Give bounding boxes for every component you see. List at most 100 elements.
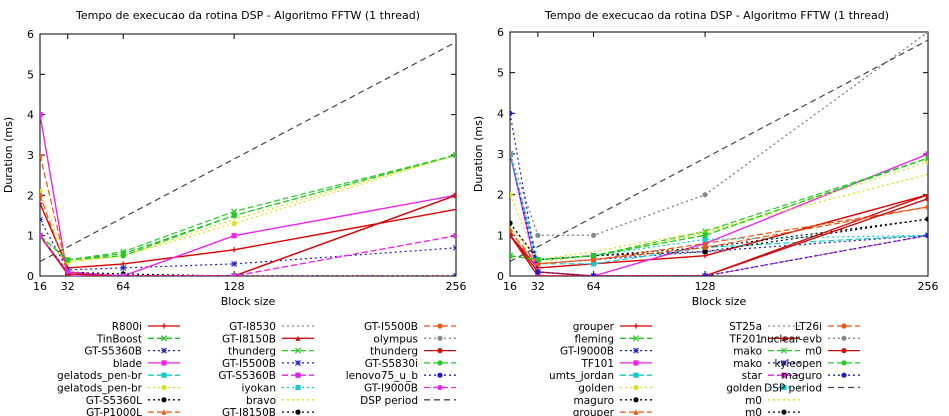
data-point bbox=[702, 232, 708, 238]
data-point bbox=[40, 188, 43, 194]
data-point bbox=[120, 264, 127, 271]
legend-marker bbox=[161, 384, 167, 391]
y-tick-label: 5 bbox=[497, 67, 504, 80]
data-point bbox=[453, 233, 456, 239]
legend-label: R800i bbox=[112, 321, 142, 333]
series-line bbox=[40, 235, 456, 276]
legend-marker bbox=[781, 409, 787, 415]
legend-label: star bbox=[742, 370, 763, 382]
data-point bbox=[591, 261, 597, 267]
data-point bbox=[510, 110, 513, 116]
data-point bbox=[535, 232, 541, 238]
series-line bbox=[510, 198, 928, 276]
data-point bbox=[231, 260, 238, 267]
legend-marker bbox=[437, 384, 443, 391]
legend-label: GT-I8530 bbox=[229, 321, 276, 333]
legend-marker bbox=[161, 397, 167, 403]
y-tick-label: 1 bbox=[27, 230, 34, 243]
series-line bbox=[40, 235, 456, 276]
y-axis-label: Duration (ms) bbox=[472, 116, 485, 192]
data-point bbox=[591, 232, 597, 238]
data-point bbox=[40, 216, 43, 223]
series-line bbox=[40, 154, 456, 263]
data-point bbox=[231, 247, 237, 253]
data-point bbox=[702, 228, 709, 235]
legend-marker bbox=[161, 409, 167, 415]
legend-marker bbox=[295, 359, 301, 366]
legend-marker bbox=[437, 323, 443, 329]
legend-marker bbox=[437, 360, 443, 366]
legend-label: maguro bbox=[782, 370, 823, 382]
data-point bbox=[925, 155, 928, 161]
legend-marker bbox=[841, 372, 847, 378]
data-point bbox=[231, 212, 237, 219]
legend-marker bbox=[160, 335, 168, 342]
legend-label: GT-I8150B bbox=[222, 407, 276, 416]
legend-label: umts_jordan bbox=[549, 370, 614, 382]
y-tick-label: 2 bbox=[497, 189, 504, 202]
data-point bbox=[591, 257, 597, 263]
series-line bbox=[40, 235, 456, 276]
x-tick-label: 128 bbox=[224, 280, 245, 293]
legend-label: mako bbox=[733, 346, 762, 358]
legend-marker bbox=[161, 323, 167, 329]
y-tick-label: 4 bbox=[497, 107, 504, 120]
data-point bbox=[453, 206, 456, 213]
x-tick-label: 32 bbox=[61, 280, 75, 293]
legend-marker bbox=[295, 384, 301, 391]
series-line bbox=[40, 235, 456, 276]
legend-label: TinBoost bbox=[96, 333, 142, 345]
legend-label: GT-I5500B bbox=[222, 358, 276, 370]
data-point bbox=[231, 233, 237, 239]
legend-label: ST25a bbox=[729, 321, 762, 333]
legend-label: nuclear-evb bbox=[760, 333, 822, 345]
legend-marker bbox=[161, 360, 167, 366]
legend-label: blade bbox=[113, 358, 142, 370]
legend-label: grouper bbox=[573, 321, 615, 333]
legend-marker bbox=[841, 335, 847, 341]
y-tick-label: 0 bbox=[497, 270, 504, 283]
legend-marker bbox=[781, 359, 787, 366]
legend-label: mako bbox=[733, 358, 762, 370]
legend-marker bbox=[633, 372, 639, 378]
data-point bbox=[510, 192, 513, 198]
series-line bbox=[40, 235, 456, 276]
series-layer bbox=[40, 41, 456, 276]
legend-label: gelatods_pen-br bbox=[57, 370, 143, 382]
data-point bbox=[510, 220, 513, 226]
series-layer bbox=[510, 32, 928, 276]
series-line bbox=[40, 219, 456, 271]
legend-label: GT-S5360B bbox=[84, 346, 142, 358]
legend-label: GT-I9000B bbox=[560, 346, 614, 358]
series-line bbox=[510, 153, 928, 261]
data-point bbox=[40, 152, 43, 158]
data-point bbox=[510, 232, 513, 238]
series-line bbox=[40, 235, 456, 276]
data-point bbox=[702, 249, 708, 255]
legend-marker bbox=[841, 348, 847, 354]
data-point bbox=[536, 273, 540, 276]
series-line bbox=[510, 39, 928, 262]
legend-marker bbox=[295, 372, 301, 378]
series-line bbox=[40, 194, 456, 276]
x-tick-label: 64 bbox=[587, 280, 601, 293]
data-point bbox=[702, 244, 708, 251]
y-tick-label: 6 bbox=[27, 28, 34, 41]
plot-frame bbox=[39, 33, 457, 277]
y-tick-label: 3 bbox=[497, 148, 504, 161]
data-point bbox=[120, 273, 126, 276]
data-point bbox=[925, 32, 928, 35]
data-point bbox=[925, 151, 928, 157]
series-line bbox=[510, 161, 928, 263]
data-point bbox=[120, 248, 127, 255]
series-line bbox=[510, 206, 928, 265]
legend-marker bbox=[633, 384, 639, 391]
chart-title: Tempo de execucao da rotina DSP - Algori… bbox=[75, 9, 420, 22]
legend-marker bbox=[632, 335, 640, 342]
data-point bbox=[40, 112, 43, 118]
data-point bbox=[231, 273, 237, 276]
data-point bbox=[702, 192, 708, 198]
series-line bbox=[40, 154, 456, 261]
legend-label: iyokan bbox=[241, 383, 276, 395]
